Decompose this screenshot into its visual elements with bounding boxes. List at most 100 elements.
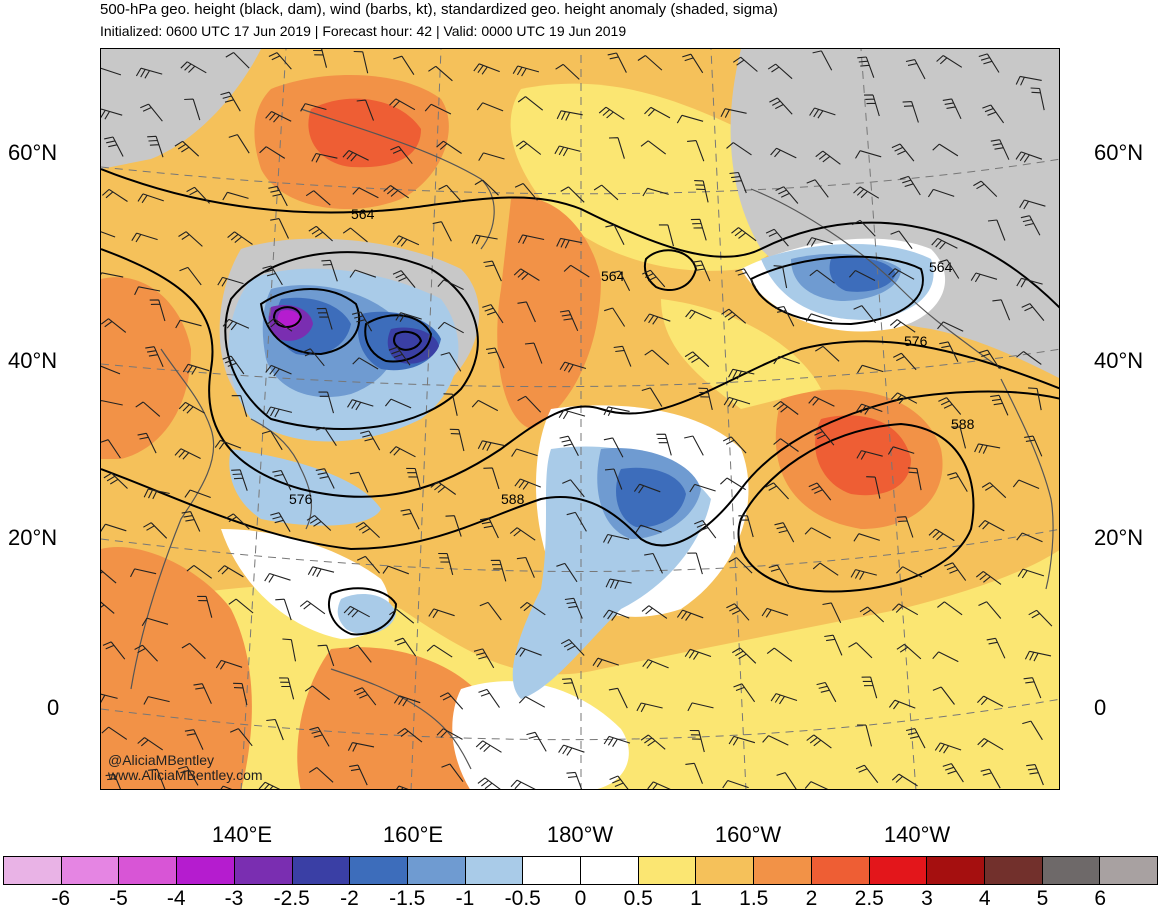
wind-barb <box>642 187 669 197</box>
wind-barb <box>509 527 536 541</box>
colorbar-tick-label: 5 <box>1036 887 1049 910</box>
wind-barb <box>1028 609 1053 627</box>
anomaly-positive-southwest <box>101 547 252 789</box>
wind-barb <box>556 562 578 583</box>
anomaly-negative-weak-small <box>337 594 396 634</box>
wind-barb <box>349 269 377 278</box>
wind-barb <box>765 228 789 247</box>
wind-barb <box>149 299 166 322</box>
wind-barb <box>258 781 281 789</box>
anomaly-negative-weak-west <box>229 449 381 526</box>
wind-barb <box>356 555 381 574</box>
colorbar-tick-label: 0.5 <box>623 887 653 910</box>
wind-barb <box>762 735 789 746</box>
wind-barb <box>735 268 757 288</box>
wind-barb <box>768 564 790 585</box>
wind-barb <box>806 179 829 198</box>
wind-barb <box>1024 435 1043 457</box>
coastline-alaska-aleutians <box>750 188 1002 370</box>
colorbar-swatch <box>350 857 408 884</box>
wind-barb <box>137 432 157 454</box>
wind-barb <box>300 103 327 112</box>
wind-barb <box>148 768 166 789</box>
wind-barb <box>690 218 707 241</box>
wind-barb <box>605 578 632 590</box>
contour-low-outer <box>224 251 479 430</box>
wind-barb <box>765 482 790 500</box>
wind-barb <box>474 179 499 196</box>
wind-barb <box>891 773 918 787</box>
wind-barb <box>806 237 833 247</box>
wind-barb <box>479 517 499 539</box>
wind-barb <box>934 742 962 754</box>
wind-barb <box>233 682 248 706</box>
wind-barb <box>559 361 587 373</box>
contour-low-east <box>364 314 433 363</box>
wind-barb <box>342 227 368 243</box>
wind-barb <box>265 406 293 418</box>
wind-barb <box>560 186 585 203</box>
wind-barb <box>974 443 1001 454</box>
graticule-lon-160w <box>710 49 747 789</box>
wind-barb <box>101 231 116 238</box>
wind-barb <box>809 269 835 284</box>
wind-barb <box>514 478 542 490</box>
anomaly-negative-strong-central <box>616 467 686 528</box>
wind-barb <box>1020 215 1041 236</box>
lon-label: 140°W <box>883 822 951 847</box>
wind-barb <box>424 103 452 115</box>
wind-barb <box>905 59 926 80</box>
wind-barb <box>174 140 200 157</box>
wind-barb <box>443 393 458 416</box>
wind-barb <box>685 762 704 784</box>
wind-barb <box>676 609 704 621</box>
wind-barb <box>143 696 170 705</box>
wind-barb <box>510 779 536 789</box>
wind-barb <box>562 479 585 498</box>
wind-barb <box>490 559 507 582</box>
wind-barb <box>766 647 793 662</box>
wind-barb <box>473 648 495 669</box>
colorbar-swatch <box>1100 857 1158 884</box>
wind-barb <box>562 678 579 700</box>
wind-barb <box>135 401 161 417</box>
wind-barb <box>856 403 883 415</box>
wind-barb <box>937 601 963 616</box>
wind-barb <box>265 364 292 377</box>
colorbar-tick-label: -5 <box>109 887 128 910</box>
wind-barb <box>938 397 962 415</box>
wind-barb <box>1019 199 1046 210</box>
graticule-lon-160e <box>410 49 442 789</box>
wind-barb <box>304 685 330 701</box>
wind-barb <box>731 227 757 242</box>
wind-barb <box>559 310 579 332</box>
wind-barb <box>859 606 885 623</box>
wind-barb <box>603 437 624 458</box>
graticule-lat-0 <box>101 698 1059 741</box>
wind-barb <box>101 108 123 120</box>
wind-barb <box>635 524 662 534</box>
wind-barb <box>101 365 121 375</box>
wind-barb <box>134 286 161 296</box>
wind-barb <box>215 659 243 670</box>
contour-label: 588 <box>951 416 975 432</box>
colorbar-tick-label: 2 <box>805 887 818 910</box>
wind-barb <box>973 180 998 197</box>
wind-barb <box>812 562 839 576</box>
wind-barb <box>476 102 504 112</box>
wind-barb <box>301 348 325 367</box>
wind-barb <box>477 777 501 789</box>
contour-small-gulf <box>643 249 698 291</box>
wind-barb <box>927 188 955 198</box>
wind-barb <box>134 644 158 662</box>
wind-barb <box>888 699 916 710</box>
coastline-north-america <box>1000 378 1054 590</box>
contour-label: 576 <box>289 491 313 507</box>
wind-barb <box>855 150 882 159</box>
wind-barb <box>131 232 158 243</box>
wind-barb <box>388 346 411 366</box>
wind-barb <box>101 601 115 614</box>
colorbar-swatch <box>523 857 582 884</box>
wind-barb <box>815 150 841 165</box>
wind-barb <box>689 483 716 493</box>
